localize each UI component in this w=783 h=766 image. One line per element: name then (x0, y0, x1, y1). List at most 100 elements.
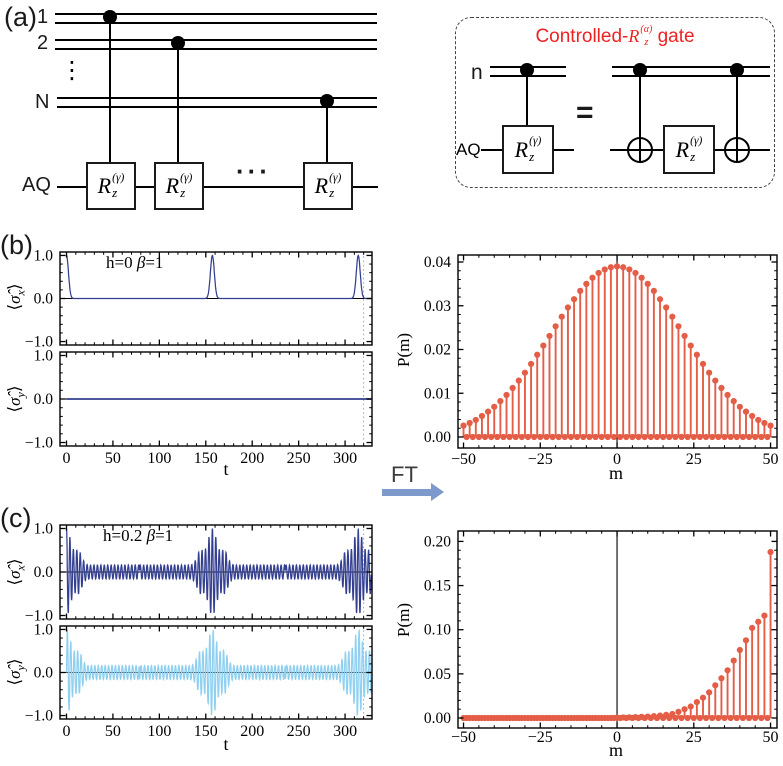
svg-text:−1.0: −1.0 (25, 334, 53, 351)
inset-control-wire-right (612, 66, 770, 77)
panel-b-right-xlabel: m (608, 463, 623, 483)
svg-text:0.15: 0.15 (424, 578, 451, 595)
inset-control-dot-right-2 (730, 63, 744, 77)
rz-gate-n: R (γ) z (303, 162, 353, 210)
inset-cnot-line-2 (736, 69, 738, 163)
inset-title-suffix: gate (652, 26, 695, 47)
svg-text:−1.0: −1.0 (25, 608, 53, 625)
inset-control-label: n (471, 61, 483, 84)
panel-b-ylabel-sigma-y: ⟨σ̂y⟩ (5, 385, 28, 413)
inset-cnot-line-1 (639, 69, 641, 163)
svg-text:1.0: 1.0 (34, 621, 54, 638)
qubit-wire-n (57, 97, 377, 108)
svg-text:50: 50 (763, 729, 779, 746)
control-line-1 (109, 16, 111, 162)
gate-superscript: (γ) (112, 171, 125, 184)
svg-text:−50: −50 (451, 451, 476, 468)
control-dot-n (320, 94, 334, 108)
svg-text:−1.0: −1.0 (25, 708, 53, 725)
svg-text:0: 0 (613, 451, 621, 468)
cnot-target-icon (724, 137, 750, 163)
svg-text:100: 100 (147, 723, 171, 740)
panel-c-xlabel: t (223, 734, 229, 754)
panel-c-ylabel-sigma-x: ⟨σ̂x⟩ (5, 558, 28, 586)
inset-aq-wire-left-2 (554, 149, 574, 151)
rz-gate-1: R (γ) z (86, 162, 136, 210)
svg-text:200: 200 (240, 450, 264, 467)
svg-text:50: 50 (763, 451, 779, 468)
inset-aq-wire-left-1 (481, 149, 502, 151)
svg-text:300: 300 (333, 723, 357, 740)
equals-sign: = (576, 96, 594, 129)
svg-text:−50: −50 (451, 729, 476, 746)
svg-text:1.0: 1.0 (34, 247, 54, 264)
inset-aq-label: AQ (456, 140, 481, 159)
svg-text:0.03: 0.03 (424, 298, 451, 315)
panel-b-annotation: h=0 β=1 (106, 253, 164, 272)
control-line-n (326, 100, 328, 162)
svg-text:200: 200 (240, 723, 264, 740)
svg-text:0.01: 0.01 (424, 385, 451, 402)
gate-symbol: R (97, 173, 112, 198)
control-dot-2 (171, 36, 185, 50)
svg-text:0: 0 (63, 723, 71, 740)
rz-gate-2: R (γ) z (154, 162, 204, 210)
inset-control-dot-right-1 (633, 63, 647, 77)
svg-text:0.10: 0.10 (424, 622, 451, 639)
svg-text:0.0: 0.0 (34, 391, 54, 408)
panel-a-label: (a) (4, 2, 37, 32)
svg-text:250: 250 (287, 450, 311, 467)
svg-text:−25: −25 (528, 451, 553, 468)
svg-text:0.00: 0.00 (424, 710, 451, 727)
panel-b-distribution-chart: 0.00 0.01 0.02 0.03 0.04 −50 −25 0 25 50 (424, 254, 779, 468)
svg-text:1.0: 1.0 (34, 347, 54, 364)
ft-arrow (382, 489, 431, 496)
svg-text:50: 50 (105, 723, 121, 740)
svg-text:150: 150 (194, 723, 218, 740)
svg-text:0.02: 0.02 (424, 342, 451, 359)
svg-text:1.0: 1.0 (34, 520, 54, 537)
inset-title: Controlled- R (α) z gate (535, 24, 695, 48)
svg-text:0.0: 0.0 (34, 564, 54, 581)
svg-text:0.00: 0.00 (424, 429, 451, 446)
wire-vertical-ellipsis: ⋮ (60, 56, 84, 84)
svg-text:150: 150 (194, 450, 218, 467)
panel-c-label: (c) (0, 503, 32, 533)
cnot-target-icon (627, 137, 653, 163)
wire-label-n: N (35, 91, 50, 113)
svg-text:50: 50 (105, 450, 121, 467)
inset-rz-gate-right: R (γ) z (663, 125, 715, 174)
wire-label-2: 2 (37, 32, 49, 54)
svg-text:25: 25 (686, 729, 702, 746)
svg-text:250: 250 (287, 723, 311, 740)
panel-b-timeseries-chart: 1.00.0−1.01.00.0−1.00 50 100 150 200 250 300 (25, 247, 373, 467)
svg-text:300: 300 (333, 450, 357, 467)
aq-wire (57, 186, 378, 188)
inset-rz-gate-left: R (γ) z (502, 125, 554, 174)
inset-control-line-left (526, 69, 528, 125)
control-line-2 (177, 42, 179, 162)
panel-c-right-ylabel: P(m) (394, 603, 413, 637)
panel-c-annotation: h=0.2 β=1 (103, 526, 174, 545)
svg-text:0: 0 (63, 450, 71, 467)
wire-label-1: 1 (37, 6, 49, 28)
svg-text:0.04: 0.04 (424, 254, 451, 271)
svg-text:−25: −25 (528, 729, 553, 746)
panel-b-ylabel-sigma-x: ⟨σ̂x⟩ (5, 283, 28, 311)
gate-subscript: z (112, 185, 118, 201)
svg-text:0.0: 0.0 (34, 665, 54, 682)
panel-b-label: (b) (0, 230, 33, 260)
ft-arrow-head (431, 483, 444, 501)
panel-c-timeseries-chart: 1.00.0−1.01.00.0−1.00 50 100 150 200 250 300 (25, 520, 373, 740)
svg-text:0.05: 0.05 (424, 666, 451, 683)
svg-text:0.20: 0.20 (424, 533, 451, 550)
qubit-wire-1 (55, 13, 377, 24)
svg-text:0: 0 (613, 729, 621, 746)
panel-c-distribution-chart: 0.00 0.05 0.10 0.15 0.20 −50 −25 0 25 50 (424, 530, 779, 746)
svg-text:0.0: 0.0 (34, 291, 54, 308)
svg-text:−1.0: −1.0 (25, 435, 53, 452)
panel-c-ylabel-sigma-y: ⟨σ̂y⟩ (5, 658, 28, 686)
ft-label: FT (391, 462, 418, 487)
control-dot-1 (103, 10, 117, 24)
